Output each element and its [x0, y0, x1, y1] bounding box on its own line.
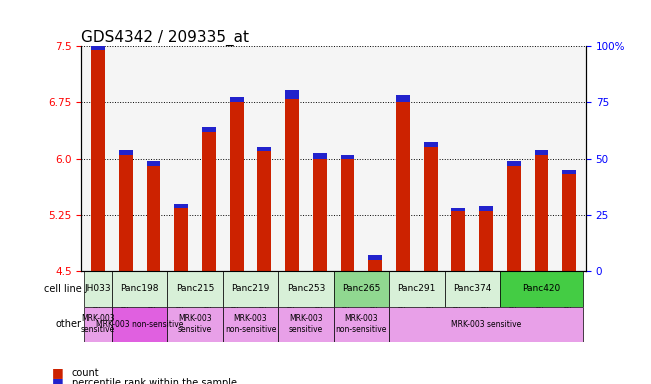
Bar	[451, 211, 465, 271]
Text: MRK-003
sensitive: MRK-003 sensitive	[178, 314, 212, 334]
FancyBboxPatch shape	[278, 271, 333, 306]
Text: Panc253: Panc253	[286, 285, 325, 293]
Text: Panc374: Panc374	[453, 285, 492, 293]
FancyBboxPatch shape	[223, 271, 278, 306]
Text: MRK-003 sensitive: MRK-003 sensitive	[451, 319, 521, 329]
Text: count: count	[72, 368, 99, 378]
Text: Panc265: Panc265	[342, 285, 381, 293]
Text: Panc420: Panc420	[522, 285, 561, 293]
Bar	[202, 127, 216, 132]
Bar	[313, 154, 327, 159]
Bar	[118, 155, 133, 271]
Bar	[424, 147, 437, 271]
Bar	[146, 161, 160, 166]
Bar	[313, 159, 327, 271]
FancyBboxPatch shape	[167, 271, 223, 306]
Bar	[368, 260, 382, 271]
Bar	[562, 174, 576, 271]
FancyBboxPatch shape	[333, 271, 389, 306]
Bar	[368, 255, 382, 260]
Bar	[507, 166, 521, 271]
Text: GDS4342 / 209335_at: GDS4342 / 209335_at	[81, 30, 249, 46]
Bar	[118, 150, 133, 155]
Bar	[91, 45, 105, 50]
Bar	[534, 155, 549, 271]
Bar	[479, 211, 493, 271]
Bar	[285, 99, 299, 271]
Bar	[396, 95, 410, 103]
FancyBboxPatch shape	[389, 271, 445, 306]
Text: MRK-003
non-sensitive: MRK-003 non-sensitive	[225, 314, 276, 334]
Bar	[479, 206, 493, 211]
Bar	[146, 166, 160, 271]
Text: ■: ■	[52, 366, 64, 379]
Text: MRK-003
sensitive: MRK-003 sensitive	[289, 314, 323, 334]
FancyBboxPatch shape	[84, 271, 112, 306]
FancyBboxPatch shape	[333, 306, 389, 342]
Bar	[285, 89, 299, 99]
Bar	[507, 161, 521, 166]
FancyBboxPatch shape	[445, 271, 500, 306]
FancyBboxPatch shape	[112, 271, 167, 306]
Text: MRK-003 non-sensitive: MRK-003 non-sensitive	[96, 319, 184, 329]
FancyBboxPatch shape	[84, 306, 112, 342]
FancyBboxPatch shape	[167, 306, 223, 342]
Text: Panc219: Panc219	[231, 285, 270, 293]
Bar	[257, 147, 271, 151]
Bar	[451, 207, 465, 211]
Bar	[202, 132, 216, 271]
Bar	[424, 142, 437, 147]
Bar	[174, 207, 188, 271]
FancyBboxPatch shape	[389, 306, 583, 342]
Text: MRK-003
sensitive: MRK-003 sensitive	[81, 314, 115, 334]
Bar	[230, 97, 243, 103]
Text: Panc291: Panc291	[398, 285, 436, 293]
Bar	[257, 151, 271, 271]
Text: cell line: cell line	[44, 284, 82, 294]
FancyBboxPatch shape	[278, 306, 333, 342]
Bar	[340, 159, 354, 271]
Bar	[174, 204, 188, 207]
Bar	[396, 103, 410, 271]
Text: Panc198: Panc198	[120, 285, 159, 293]
Bar	[91, 50, 105, 271]
Text: percentile rank within the sample: percentile rank within the sample	[72, 378, 236, 384]
Text: Panc215: Panc215	[176, 285, 214, 293]
Bar	[534, 150, 549, 155]
Bar	[340, 155, 354, 159]
FancyBboxPatch shape	[112, 306, 167, 342]
FancyBboxPatch shape	[500, 271, 583, 306]
Text: JH033: JH033	[85, 285, 111, 293]
Text: ■: ■	[52, 376, 64, 384]
FancyBboxPatch shape	[223, 306, 278, 342]
Bar	[230, 103, 243, 271]
Text: MRK-003
non-sensitive: MRK-003 non-sensitive	[336, 314, 387, 334]
Text: other: other	[56, 319, 82, 329]
Bar	[562, 170, 576, 174]
